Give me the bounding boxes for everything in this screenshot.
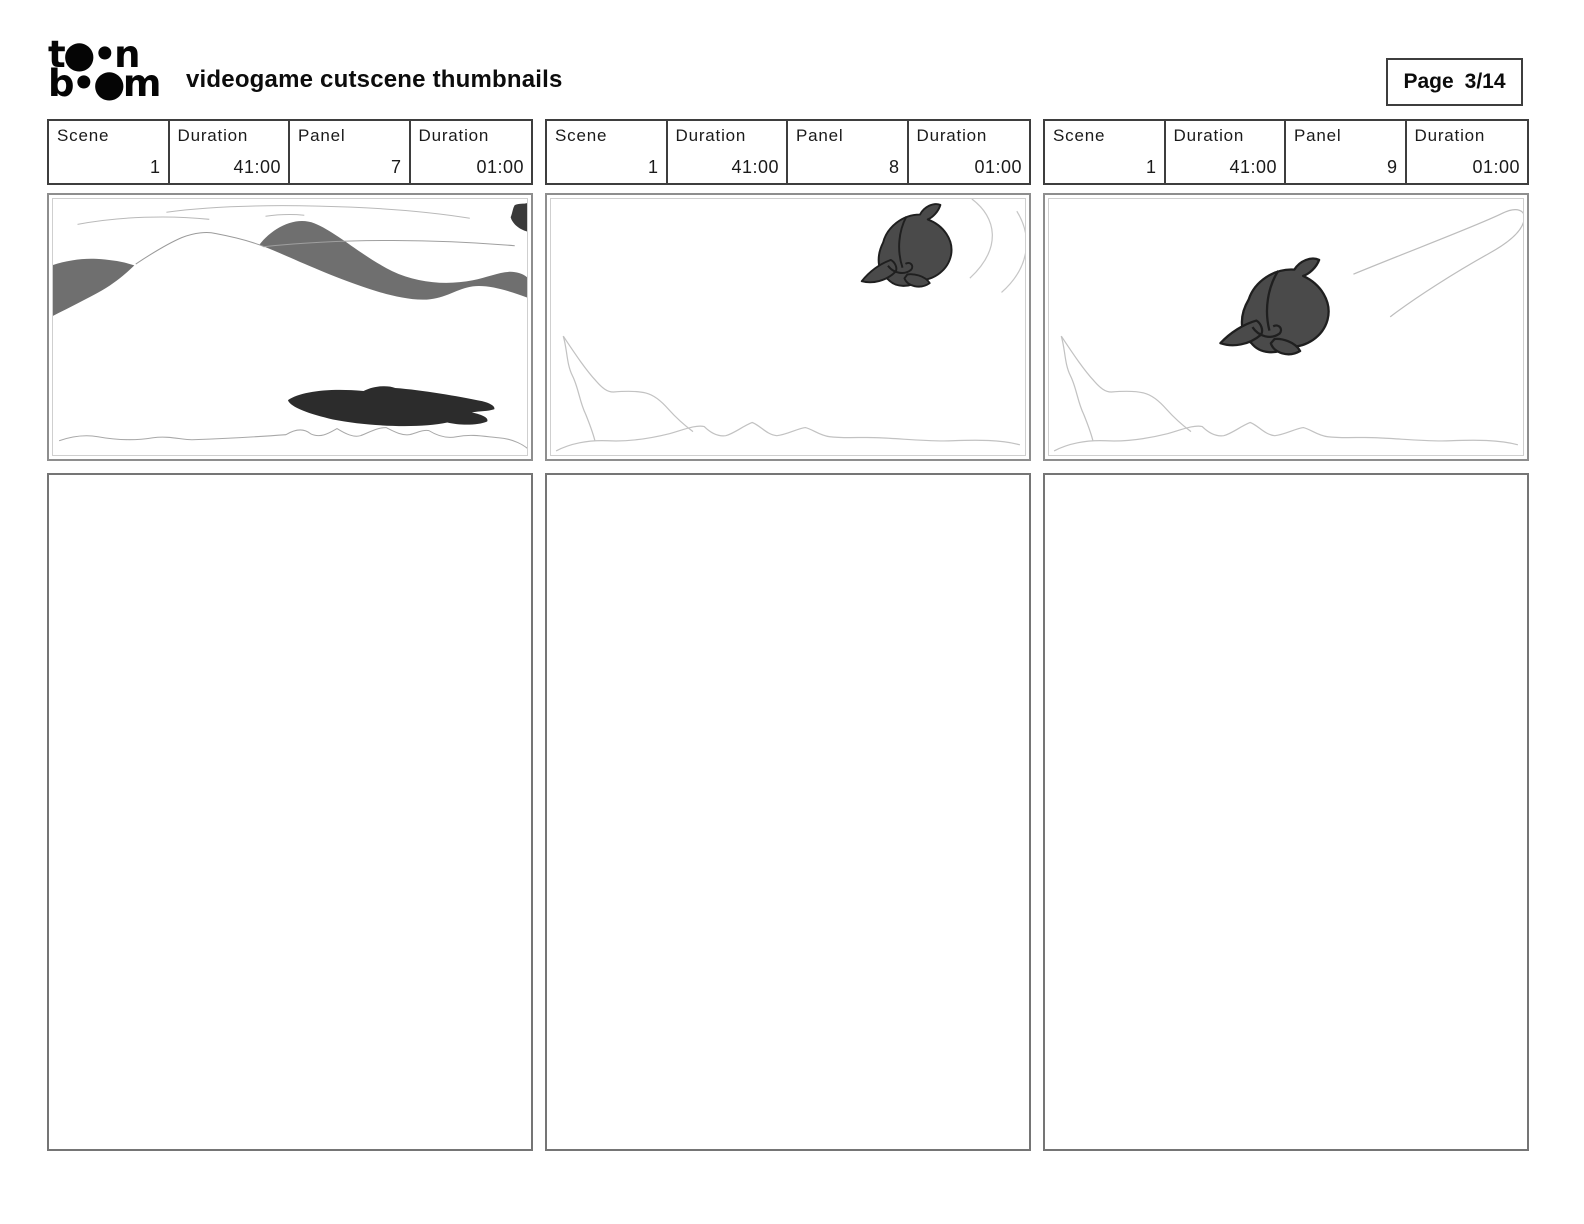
- thumbnail-frame: [1043, 193, 1529, 461]
- meta-cell-panel-duration: Duration 01:00: [916, 126, 1022, 177]
- thumbnail-frame: [47, 193, 533, 461]
- meta-cell-scene-duration: Duration 41:00: [1166, 121, 1286, 183]
- meta-cell-scene-duration: Duration 41:00: [668, 121, 788, 183]
- motion-arcs: [969, 199, 1025, 293]
- sketch-creature-svg: [555, 199, 1025, 452]
- flight-trail: [1353, 209, 1523, 318]
- toonboom-logo: t●•n b•●m: [48, 33, 161, 105]
- notes-box: [1043, 473, 1529, 1151]
- meta-cell-panel-duration: Duration 01:00: [418, 126, 524, 177]
- panel-meta-table: Scene 1 Duration 41:00 Panel 8 Duration …: [545, 119, 1031, 185]
- sketch-creature-trail-svg: [1053, 209, 1523, 452]
- notes-box: [47, 473, 533, 1151]
- meta-cell-scene: Scene 1: [547, 121, 668, 183]
- page-title: videogame cutscene thumbnails: [186, 66, 563, 93]
- panel-column-7: Scene 1 Duration 41:00 Panel 7 Duration …: [47, 119, 533, 1154]
- toonboom-logo-line2: b•●m: [48, 62, 161, 105]
- sketch-hills-svg: [53, 203, 527, 455]
- thumbnail-drawing-creature-upper-right: [550, 198, 1026, 456]
- panel-column-9: Scene 1 Duration 41:00 Panel 9 Duration …: [1043, 119, 1529, 1154]
- cliff-and-ground-sketch: [555, 335, 1021, 452]
- page-label: Page: [1403, 70, 1454, 93]
- dark-shadow-shape: [287, 386, 495, 427]
- creature-flying: [1218, 251, 1334, 359]
- meta-cell-panel: Panel 7: [290, 121, 411, 183]
- panel-column-8: Scene 1 Duration 41:00 Panel 8 Duration …: [545, 119, 1031, 1154]
- page-number: 3/14: [1464, 70, 1506, 93]
- thumbnail-drawing-hills: [52, 198, 528, 456]
- ground-line: [58, 427, 527, 449]
- creature-flying: [860, 203, 953, 288]
- meta-cell-panel-duration: Duration 01:00: [1414, 126, 1520, 177]
- page-number-box: Page 3/14: [1386, 58, 1523, 106]
- hill-outline: [135, 232, 265, 265]
- streak-across-mountain: [263, 240, 515, 248]
- meta-cell-panel: Panel 9: [1286, 121, 1407, 183]
- panel-meta-table: Scene 1 Duration 41:00 Panel 9 Duration …: [1043, 119, 1529, 185]
- notes-box: [545, 473, 1031, 1151]
- panel-meta-table: Scene 1 Duration 41:00 Panel 7 Duration …: [47, 119, 533, 185]
- meta-cell-scene-duration: Duration 41:00: [170, 121, 290, 183]
- meta-cell-scene: Scene 1: [1045, 121, 1166, 183]
- thumbnail-frame: [545, 193, 1031, 461]
- toonboom-logo-line1: t●•n: [48, 33, 140, 76]
- sky-streak-lines: [77, 205, 470, 225]
- meta-cell-scene: Scene 1: [49, 121, 170, 183]
- thumbnail-drawing-creature-center: [1048, 198, 1524, 456]
- meta-cell-panel: Panel 8: [788, 121, 909, 183]
- corner-dark-shape: [510, 203, 527, 232]
